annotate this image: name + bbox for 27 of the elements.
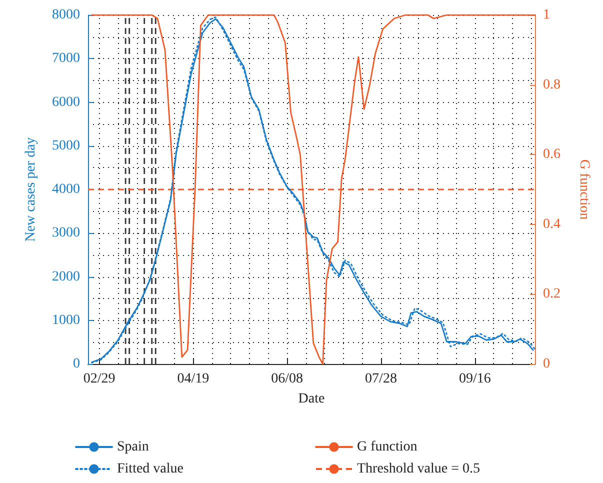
y2-tick-label: 1	[543, 8, 550, 22]
y-tick-label: 5000	[52, 138, 80, 154]
y2-axis-title: G function	[576, 159, 592, 220]
x-tick-label: 04/19	[177, 372, 210, 386]
y-tick-label: 4000	[52, 182, 80, 197]
y-tick-label: 3000	[52, 226, 80, 241]
y2-tick-label: 0.8	[543, 77, 560, 92]
y-axis-title: New cases per day	[24, 137, 38, 242]
x-tick-label: 07/28	[365, 372, 397, 386]
x-tick-label: 09/16	[458, 372, 491, 386]
y-tick-label: 8000	[52, 8, 80, 22]
y-tick-label: 7000	[52, 51, 80, 66]
y2-tick-label: 0.2	[543, 286, 560, 302]
y-tick-label: 2000	[52, 269, 80, 284]
y2-tick-label: 0	[543, 356, 550, 372]
x-tick-label: 02/29	[83, 372, 116, 386]
legend-label: Spain	[117, 440, 149, 454]
y2-tick-label: 0.6	[543, 147, 560, 162]
legend-label: G function	[357, 440, 418, 454]
y-tick-label: 6000	[52, 94, 80, 110]
y-tick-label: 0	[73, 356, 80, 372]
legend-label: Threshold value = 0.5	[357, 462, 480, 476]
x-axis-title: Date	[298, 392, 325, 406]
x-tick-label: 06/08	[271, 372, 304, 386]
y-tick-label: 1000	[52, 312, 80, 328]
legend-label: Fitted value	[117, 462, 184, 476]
y2-tick-label: 0.4	[543, 216, 560, 232]
